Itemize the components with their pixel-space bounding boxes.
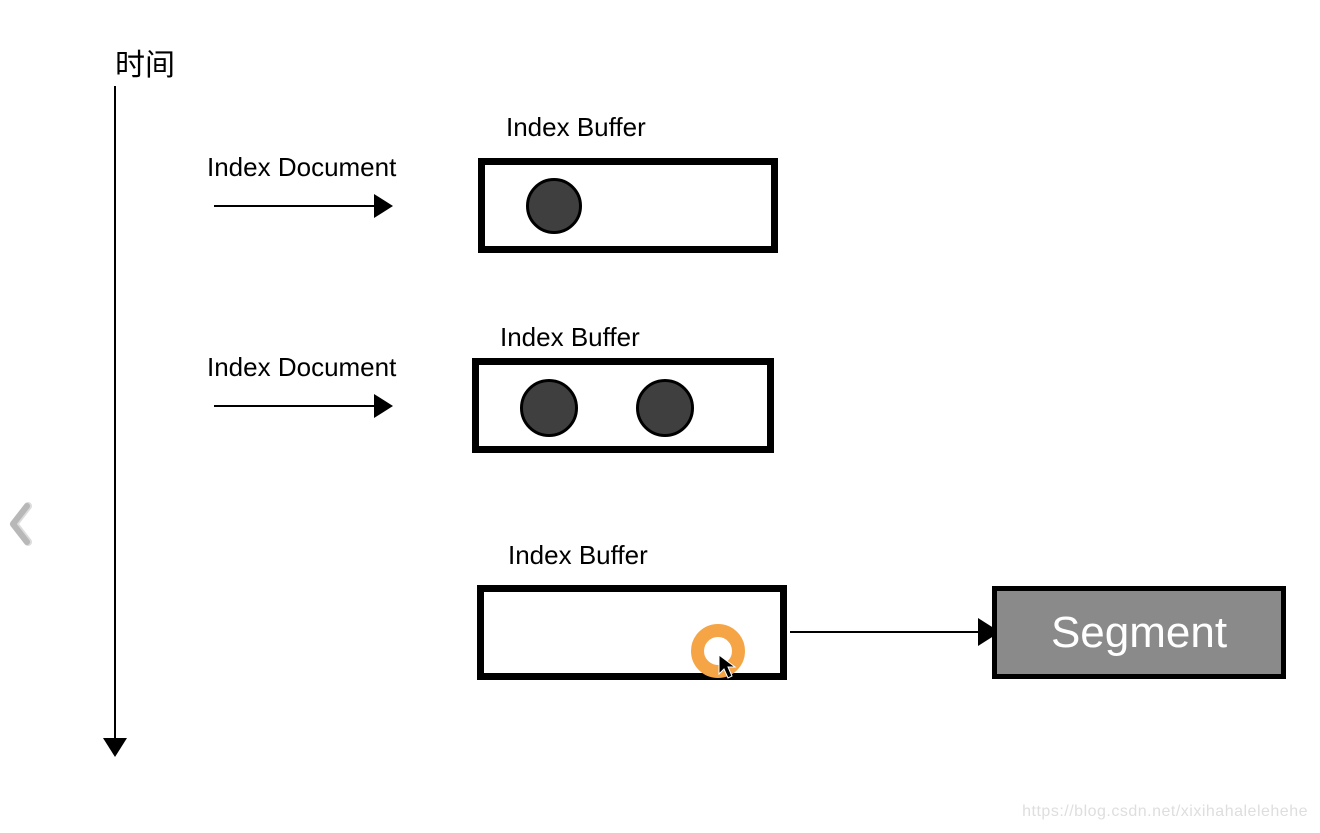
step3-buffer-label: Index Buffer xyxy=(508,540,648,571)
segment-box: Segment xyxy=(992,586,1286,679)
step2-buffer-label: Index Buffer xyxy=(500,322,640,353)
step2-input-arrow xyxy=(214,405,376,407)
time-axis-line xyxy=(114,86,116,740)
prev-slide-button[interactable] xyxy=(4,500,38,548)
step2-doc-0 xyxy=(520,379,578,437)
watermark-text: https://blog.csdn.net/xixihahalelehehe xyxy=(1022,803,1308,821)
step2-doc-1 xyxy=(636,379,694,437)
step1-buffer-label: Index Buffer xyxy=(506,112,646,143)
chevron-left-icon xyxy=(8,502,34,546)
step2-input-label: Index Document xyxy=(207,352,396,383)
step1-buffer-box xyxy=(478,158,778,253)
step1-input-label: Index Document xyxy=(207,152,396,183)
segment-label: Segment xyxy=(1051,608,1227,658)
step3-output-arrow xyxy=(790,631,980,633)
step2-input-arrowhead xyxy=(374,394,393,418)
cursor-pointer-icon xyxy=(718,654,740,685)
time-axis-arrowhead xyxy=(103,738,127,757)
step2-buffer-box xyxy=(472,358,774,453)
step1-input-arrowhead xyxy=(374,194,393,218)
time-axis-label: 时间 xyxy=(115,40,175,84)
step1-input-arrow xyxy=(214,205,376,207)
step1-doc-0 xyxy=(526,178,582,234)
diagram-stage: 时间 Index Document Index Buffer Index Doc… xyxy=(0,0,1320,833)
